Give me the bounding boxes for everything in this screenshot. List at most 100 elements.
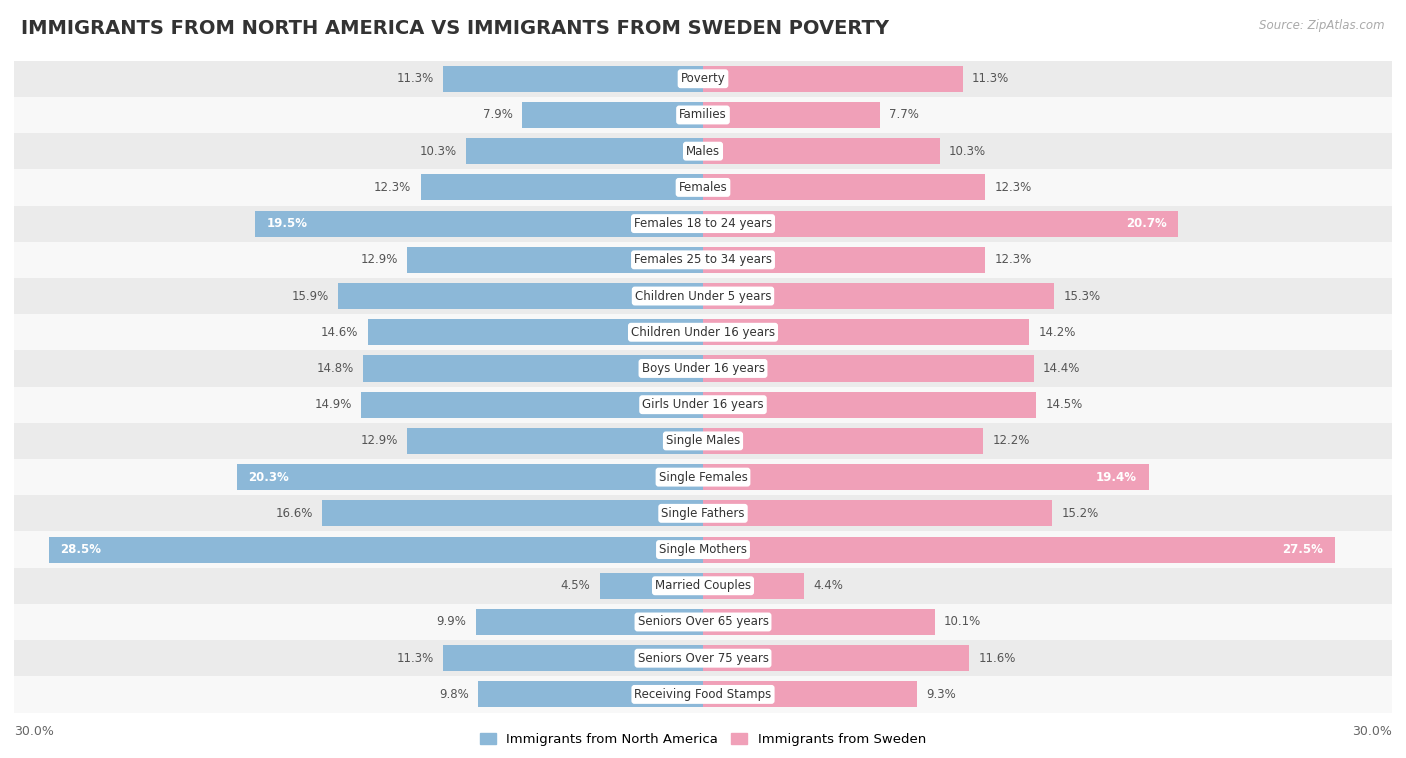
Text: 4.5%: 4.5% — [561, 579, 591, 592]
Text: 14.4%: 14.4% — [1043, 362, 1080, 375]
Text: 28.5%: 28.5% — [60, 543, 101, 556]
Text: 11.3%: 11.3% — [396, 72, 434, 85]
Text: Children Under 5 years: Children Under 5 years — [634, 290, 772, 302]
Text: Males: Males — [686, 145, 720, 158]
Bar — [703, 464, 1149, 490]
Bar — [467, 138, 703, 164]
Bar — [703, 174, 986, 200]
Text: Boys Under 16 years: Boys Under 16 years — [641, 362, 765, 375]
Bar — [14, 314, 1392, 350]
Bar — [361, 392, 703, 418]
Text: 10.3%: 10.3% — [949, 145, 986, 158]
Bar — [703, 247, 986, 273]
Bar — [14, 278, 1392, 314]
Text: 12.3%: 12.3% — [994, 181, 1032, 194]
Bar — [14, 242, 1392, 278]
Bar — [703, 681, 917, 707]
Bar — [703, 356, 1033, 381]
Bar — [703, 392, 1036, 418]
Text: 9.3%: 9.3% — [925, 688, 956, 701]
Bar — [14, 133, 1392, 169]
Text: Females: Females — [679, 181, 727, 194]
Text: Single Mothers: Single Mothers — [659, 543, 747, 556]
Text: Seniors Over 75 years: Seniors Over 75 years — [637, 652, 769, 665]
Text: 20.7%: 20.7% — [1126, 217, 1167, 230]
Text: 14.6%: 14.6% — [321, 326, 359, 339]
Text: Married Couples: Married Couples — [655, 579, 751, 592]
Text: 7.9%: 7.9% — [482, 108, 512, 121]
Text: 12.9%: 12.9% — [360, 434, 398, 447]
Text: Families: Families — [679, 108, 727, 121]
Text: 14.5%: 14.5% — [1045, 398, 1083, 411]
Text: 9.9%: 9.9% — [437, 615, 467, 628]
Text: Single Females: Single Females — [658, 471, 748, 484]
Bar — [478, 681, 703, 707]
Bar — [14, 97, 1392, 133]
Text: Single Males: Single Males — [666, 434, 740, 447]
Text: Seniors Over 65 years: Seniors Over 65 years — [637, 615, 769, 628]
Bar — [599, 573, 703, 599]
Text: Poverty: Poverty — [681, 72, 725, 85]
Text: 19.4%: 19.4% — [1097, 471, 1137, 484]
Text: 12.3%: 12.3% — [994, 253, 1032, 266]
Text: Females 18 to 24 years: Females 18 to 24 years — [634, 217, 772, 230]
Bar — [14, 169, 1392, 205]
Bar — [368, 319, 703, 346]
Bar — [703, 102, 880, 128]
Text: 14.9%: 14.9% — [315, 398, 352, 411]
Text: 20.3%: 20.3% — [249, 471, 290, 484]
Bar — [14, 640, 1392, 676]
Text: Receiving Food Stamps: Receiving Food Stamps — [634, 688, 772, 701]
Bar — [703, 66, 963, 92]
Bar — [475, 609, 703, 635]
Bar — [14, 531, 1392, 568]
Bar — [236, 464, 703, 490]
Bar — [703, 609, 935, 635]
Text: 14.8%: 14.8% — [316, 362, 354, 375]
Bar — [406, 428, 703, 454]
Text: Source: ZipAtlas.com: Source: ZipAtlas.com — [1260, 19, 1385, 32]
Text: 14.2%: 14.2% — [1038, 326, 1076, 339]
Bar — [363, 356, 703, 381]
Bar — [522, 102, 703, 128]
Text: 12.3%: 12.3% — [374, 181, 412, 194]
Text: 12.9%: 12.9% — [360, 253, 398, 266]
Bar — [14, 495, 1392, 531]
Text: 11.3%: 11.3% — [972, 72, 1010, 85]
Text: IMMIGRANTS FROM NORTH AMERICA VS IMMIGRANTS FROM SWEDEN POVERTY: IMMIGRANTS FROM NORTH AMERICA VS IMMIGRA… — [21, 19, 889, 38]
Text: 10.3%: 10.3% — [420, 145, 457, 158]
Text: Children Under 16 years: Children Under 16 years — [631, 326, 775, 339]
Bar — [14, 676, 1392, 713]
Text: 9.8%: 9.8% — [439, 688, 468, 701]
Bar — [14, 423, 1392, 459]
Text: 16.6%: 16.6% — [276, 507, 312, 520]
Bar — [420, 174, 703, 200]
Text: 15.3%: 15.3% — [1063, 290, 1101, 302]
Text: 15.9%: 15.9% — [291, 290, 329, 302]
Bar — [703, 645, 969, 672]
Bar — [703, 537, 1334, 562]
Bar — [14, 568, 1392, 604]
Bar — [443, 66, 703, 92]
Bar — [322, 500, 703, 526]
Bar — [443, 645, 703, 672]
Bar — [703, 319, 1029, 346]
Bar — [703, 283, 1054, 309]
Bar — [256, 211, 703, 236]
Text: Girls Under 16 years: Girls Under 16 years — [643, 398, 763, 411]
Bar — [14, 604, 1392, 640]
Bar — [48, 537, 703, 562]
Legend: Immigrants from North America, Immigrants from Sweden: Immigrants from North America, Immigrant… — [475, 728, 931, 751]
Bar — [703, 211, 1178, 236]
Text: 4.4%: 4.4% — [813, 579, 844, 592]
Text: 30.0%: 30.0% — [1353, 725, 1392, 738]
Text: 10.1%: 10.1% — [945, 615, 981, 628]
Bar — [14, 205, 1392, 242]
Text: 15.2%: 15.2% — [1062, 507, 1098, 520]
Text: 19.5%: 19.5% — [267, 217, 308, 230]
Text: Females 25 to 34 years: Females 25 to 34 years — [634, 253, 772, 266]
Text: Single Fathers: Single Fathers — [661, 507, 745, 520]
Bar — [14, 61, 1392, 97]
Bar — [337, 283, 703, 309]
Bar — [14, 459, 1392, 495]
